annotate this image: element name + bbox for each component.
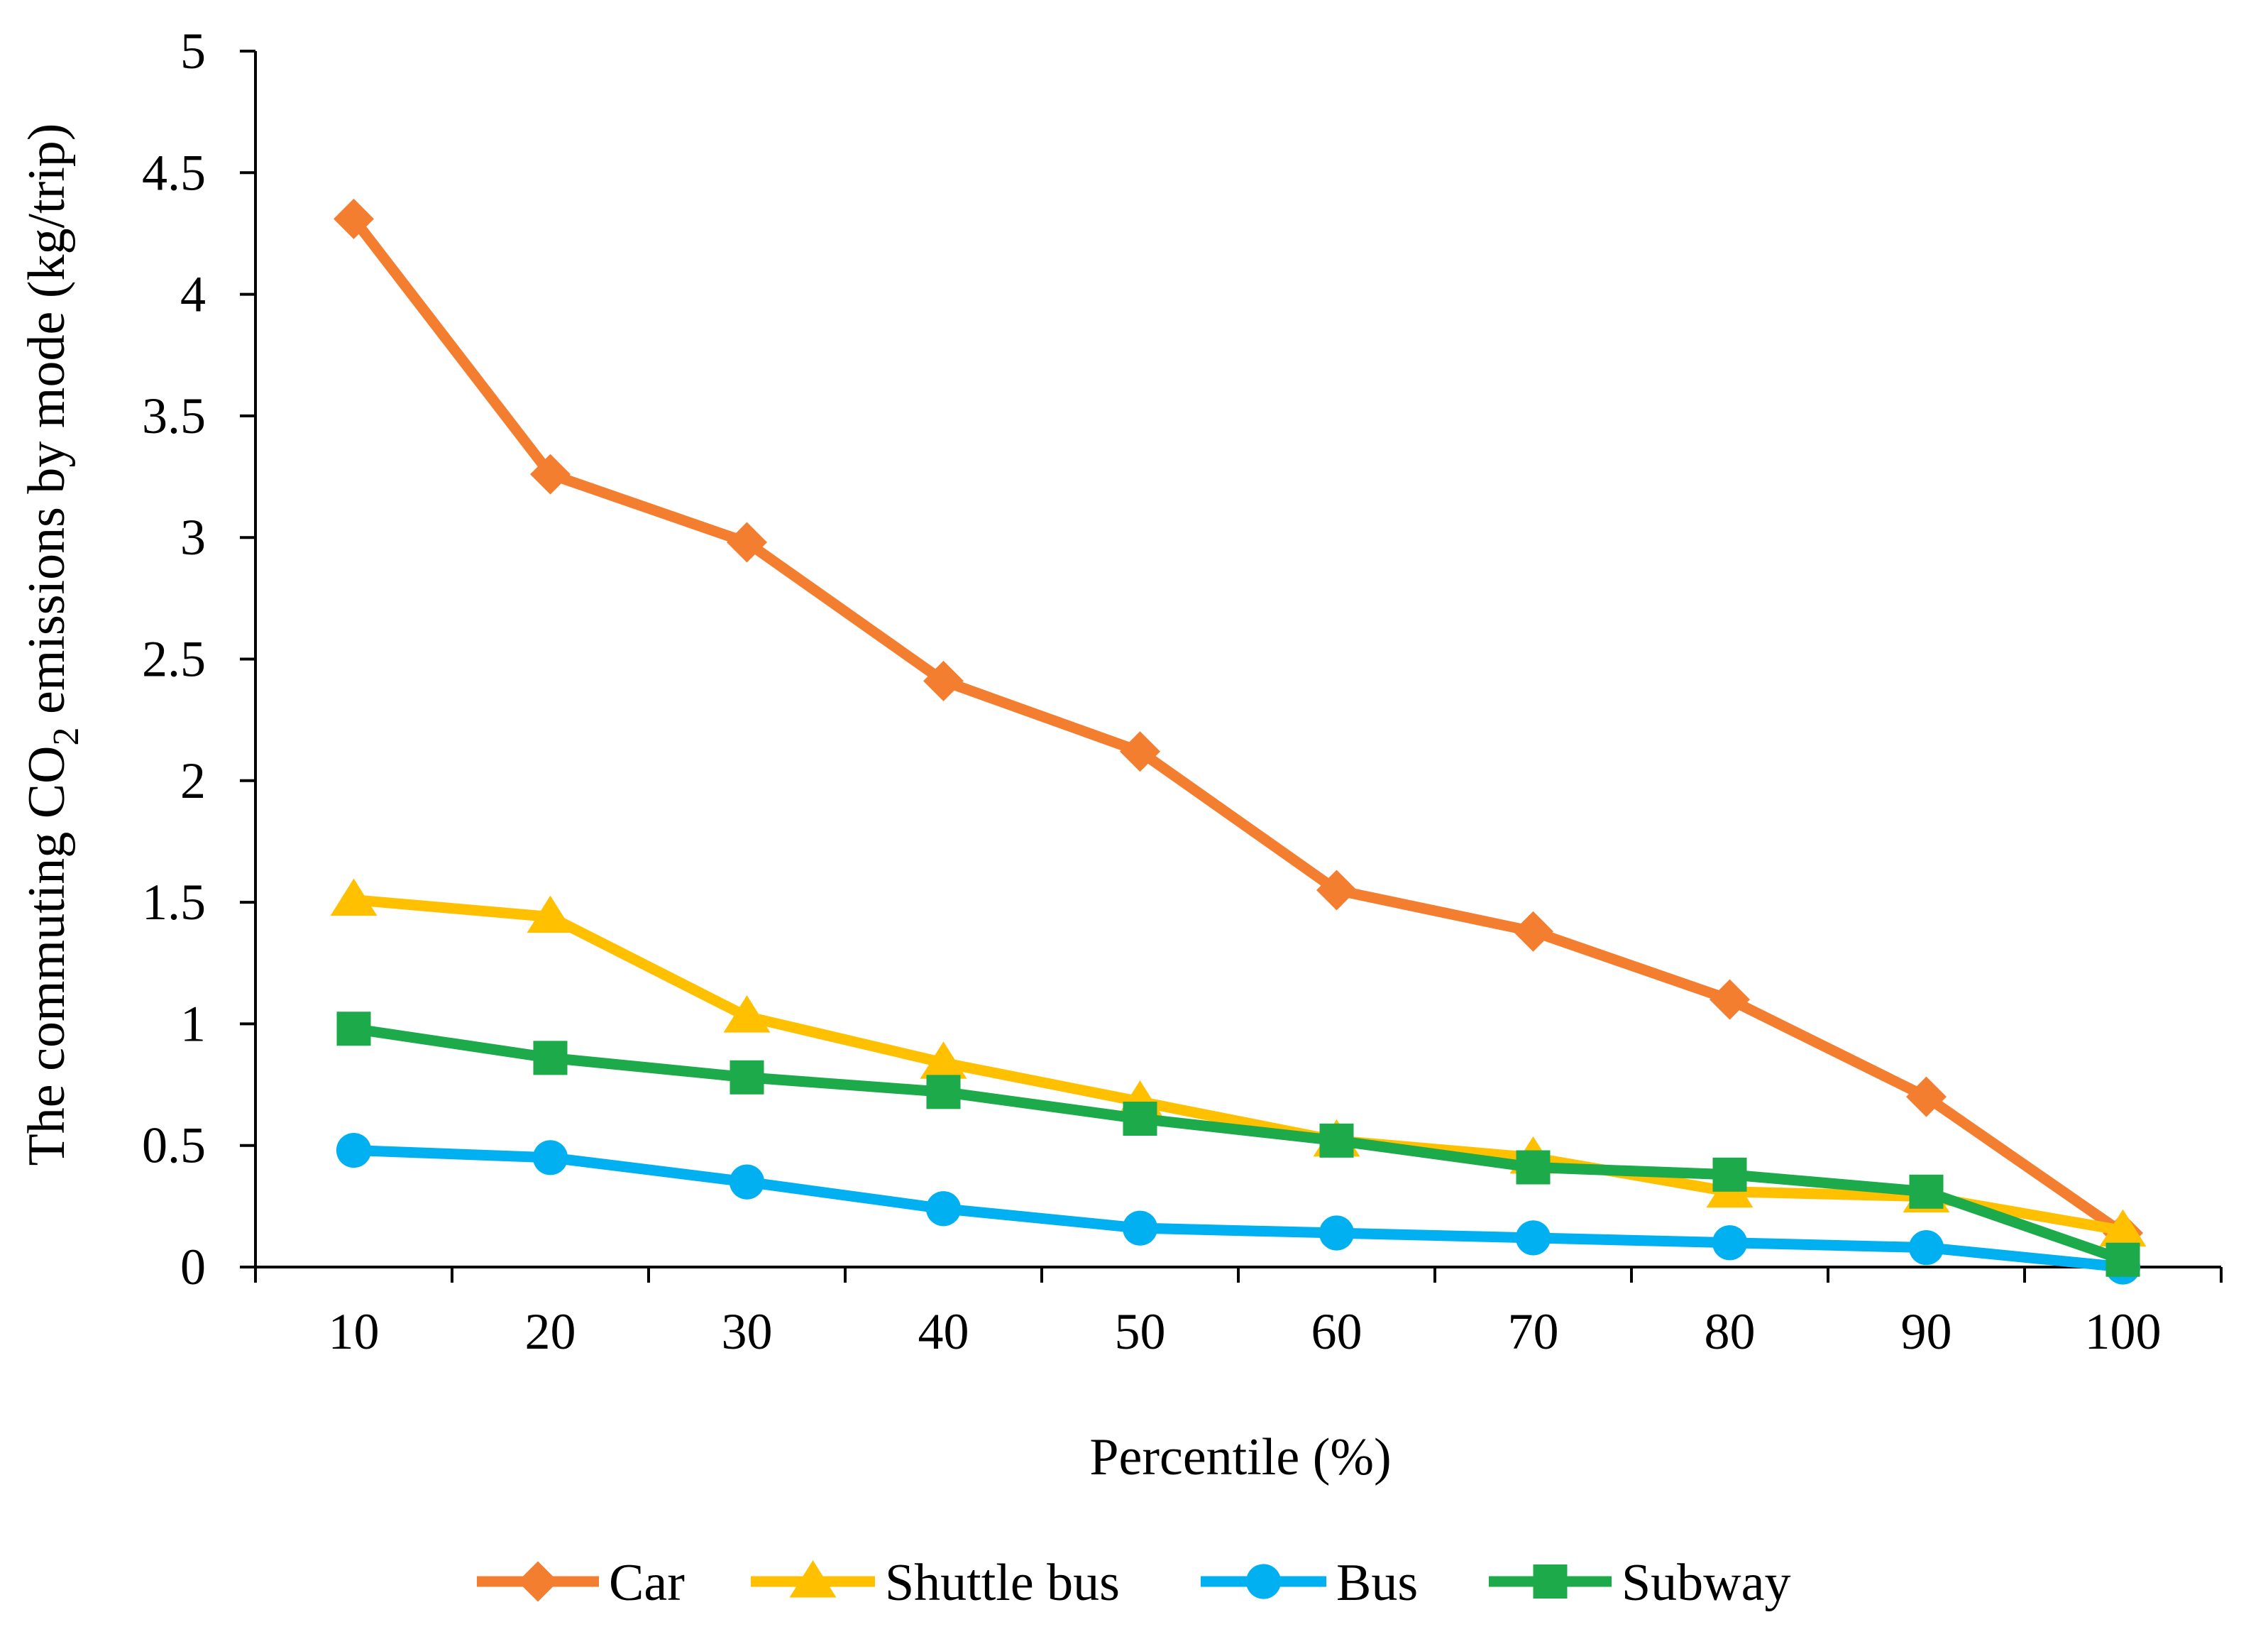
legend-swatch-marker-subway <box>1533 1564 1568 1599</box>
y-axis-title-subscript: 2 <box>46 728 87 746</box>
data-point-bus <box>1908 1229 1944 1266</box>
y-tick-labels: 0 0.5 1 1.5 2 2.5 3 3.5 4 4.5 5 <box>142 23 206 1295</box>
legend-item-car: Car <box>477 1554 685 1612</box>
y-tick-label: 2 <box>180 752 206 809</box>
data-point-bus <box>729 1164 765 1200</box>
series-car <box>334 198 2143 1254</box>
axes <box>240 50 2223 1283</box>
y-tick-label: 5 <box>180 23 206 80</box>
data-point-shuttle-bus <box>527 895 574 933</box>
data-point-subway <box>2105 1242 2140 1277</box>
legend-item-shuttle-bus: Shuttle bus <box>751 1554 1120 1612</box>
series-line-bus <box>353 1145 2124 1273</box>
legend-swatch-marker-bus <box>1245 1564 1282 1599</box>
data-point-car <box>727 522 767 563</box>
data-point-car <box>923 660 964 701</box>
data-point-car <box>1316 870 1357 911</box>
x-tick-label: 40 <box>918 1303 969 1360</box>
series-layer <box>330 198 2147 1285</box>
legend: Car Shuttle bus Bus Subway <box>477 1554 1790 1612</box>
data-point-subway <box>1712 1157 1747 1192</box>
data-point-subway <box>533 1041 568 1075</box>
x-tick-label: 90 <box>1901 1303 1952 1360</box>
data-point-bus <box>1515 1220 1551 1256</box>
x-tick-label: 20 <box>525 1303 576 1360</box>
series-line-car <box>349 215 2126 1238</box>
data-point-shuttle-bus <box>330 878 378 916</box>
data-point-subway <box>730 1060 764 1095</box>
y-axis-title: The commuting CO2 emissions by mode (kg/… <box>18 124 87 1166</box>
y-axis-title-unit: emissions by mode (kg/trip) <box>18 124 76 728</box>
y-tick-label: 1.5 <box>142 874 206 931</box>
data-point-bus <box>336 1132 372 1168</box>
data-point-bus <box>532 1140 568 1175</box>
series-subway <box>336 1012 2140 1277</box>
series-line-shuttle-bus <box>353 894 2124 1237</box>
x-tick-label: 60 <box>1311 1303 1363 1360</box>
data-point-shuttle-bus <box>723 995 771 1033</box>
x-tick-label: 30 <box>722 1303 773 1360</box>
x-tick-label: 50 <box>1115 1303 1166 1360</box>
data-point-car <box>1710 979 1750 1020</box>
y-tick-label: 0 <box>180 1239 206 1295</box>
data-point-subway <box>1319 1123 1354 1158</box>
legend-label-bus: Bus <box>1336 1554 1418 1612</box>
series-bus <box>336 1132 2141 1285</box>
legend-label-subway: Subway <box>1622 1554 1790 1612</box>
x-tick-label: 70 <box>1508 1303 1559 1360</box>
x-tick-labels: 10 20 30 40 50 60 70 80 90 100 <box>329 1303 2162 1360</box>
series-line-subway <box>353 1023 2125 1265</box>
data-point-subway <box>1909 1174 1944 1209</box>
data-point-bus <box>1712 1225 1748 1261</box>
y-tick-label: 2.5 <box>142 631 206 688</box>
data-point-bus <box>1319 1215 1355 1251</box>
data-point-subway <box>1516 1150 1551 1185</box>
legend-item-bus: Bus <box>1201 1554 1418 1612</box>
legend-label-car: Car <box>609 1554 685 1612</box>
data-point-bus <box>1122 1210 1158 1246</box>
legend-label-shuttle-bus: Shuttle bus <box>885 1554 1120 1612</box>
data-point-shuttle-bus <box>2099 1209 2147 1247</box>
y-tick-label: 1 <box>180 995 206 1052</box>
data-point-car <box>1906 1076 1947 1117</box>
x-tick-label: 10 <box>329 1303 380 1360</box>
data-point-car <box>1120 731 1160 772</box>
legend-swatch-marker-shuttle-bus <box>789 1560 837 1598</box>
data-point-car <box>334 198 374 239</box>
data-point-subway <box>336 1012 371 1046</box>
data-point-bus <box>925 1191 962 1227</box>
data-point-shuttle-bus <box>920 1041 967 1079</box>
x-axis-title: Percentile (%) <box>1089 1428 1391 1486</box>
legend-swatch-marker-car <box>517 1561 558 1602</box>
y-axis-title-main: The commuting CO <box>18 746 76 1166</box>
x-tick-label: 100 <box>2085 1303 2162 1360</box>
y-tick-label: 3.5 <box>142 388 206 444</box>
data-point-subway <box>1123 1102 1157 1136</box>
data-point-car <box>1513 911 1553 952</box>
y-tick-label: 4.5 <box>142 144 206 201</box>
y-tick-label: 4 <box>180 266 206 323</box>
data-point-car <box>530 454 571 495</box>
x-tick-label: 80 <box>1705 1303 1756 1360</box>
legend-item-subway: Subway <box>1489 1554 1790 1612</box>
data-point-subway <box>926 1075 961 1109</box>
y-tick-label: 3 <box>180 509 206 566</box>
y-tick-label: 0.5 <box>142 1117 206 1174</box>
